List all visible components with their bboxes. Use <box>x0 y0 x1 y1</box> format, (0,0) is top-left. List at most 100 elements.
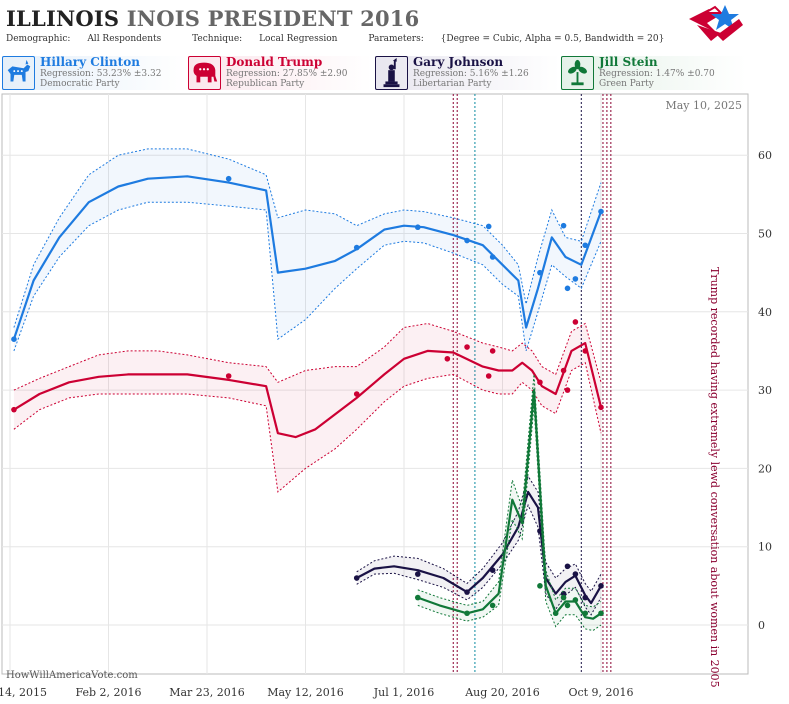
technique-value: Local Regression <box>259 34 338 44</box>
poll-point <box>582 348 589 354</box>
poll-point <box>572 319 579 325</box>
x-tick-label: May 12, 2016 <box>267 686 344 699</box>
event-annotation: Trump recorded having extremely lewd con… <box>708 267 721 688</box>
legend-item-trump: Donald Trump Regression: 27.85% ±2.90 Re… <box>188 55 373 90</box>
candidate-regression: Regression: 5.16% ±1.26 <box>413 69 529 79</box>
trend-line <box>417 389 602 620</box>
poll-point <box>353 575 360 581</box>
poll-point <box>582 594 589 601</box>
poll-point <box>464 344 470 350</box>
poll-point <box>11 336 17 343</box>
poll-point <box>564 602 571 609</box>
liberty-statue-icon <box>375 56 408 90</box>
candidate-regression: Regression: 27.85% ±2.90 <box>226 69 348 79</box>
poll-point <box>572 276 579 282</box>
confidence-band <box>356 476 601 615</box>
y-tick-label: 10 <box>758 541 772 554</box>
poll-point <box>564 387 571 393</box>
poll-point <box>444 355 451 362</box>
chart-svg: 0 10 20 30 40 50 60 Dec 14, 2015 Feb 2, 2016 Mar … <box>0 93 772 699</box>
poll-point <box>537 379 543 386</box>
elephant-icon <box>188 56 221 90</box>
confidence-lower-line <box>356 503 602 616</box>
confidence-upper-line <box>356 474 602 593</box>
y-tick-label: 50 <box>758 228 772 241</box>
poll-point <box>489 254 496 260</box>
poll-point <box>464 237 470 244</box>
poll-point <box>225 175 232 182</box>
candidate-legend: Hillary Clinton Regression: 53.23% ±3.32… <box>0 54 789 92</box>
candidate-name: Donald Trump <box>226 55 323 69</box>
poll-point <box>572 571 579 577</box>
poll-point <box>598 583 604 589</box>
candidate-party: Democratic Party <box>40 79 120 89</box>
poll-point <box>414 571 421 577</box>
poll-point <box>464 589 470 595</box>
chart-header: ILLINOIS INOIS PRESIDENT 2016 Demographi… <box>0 0 789 54</box>
candidate-regression: Regression: 53.23% ±3.32 <box>40 69 162 79</box>
candidate-regression: Regression: 1.47% ±0.70 <box>599 69 715 79</box>
confidence-lower-line <box>417 405 602 632</box>
chart-title: ILLINOIS INOIS PRESIDENT 2016 <box>6 6 419 31</box>
x-tick-label: Dec 14, 2015 <box>0 686 47 699</box>
y-tick-label: 60 <box>758 149 772 162</box>
poll-point <box>560 367 567 374</box>
poll-point <box>489 348 496 354</box>
confidence-lower-line <box>13 201 602 352</box>
poll-point <box>464 610 470 617</box>
poll-point <box>489 602 496 609</box>
poll-point <box>537 269 543 276</box>
legend-item-clinton: Hillary Clinton Regression: 53.23% ±3.32… <box>2 55 187 90</box>
y-tick-label: 40 <box>758 306 772 319</box>
trend-line <box>12 175 603 340</box>
poll-point <box>560 594 567 601</box>
x-tick-label: Feb 2, 2016 <box>75 686 141 699</box>
candidate-party: Libertarian Party <box>413 79 492 89</box>
x-tick-label: Mar 23, 2016 <box>169 686 245 699</box>
confidence-upper-line <box>13 322 602 391</box>
date-label: May 10, 2025 <box>665 99 742 112</box>
parameters-label: Parameters: <box>368 34 424 44</box>
poll-point <box>485 223 492 230</box>
parameters-value: {Degree = Cubic, Alpha = 0.5, Bandwidth … <box>440 34 665 44</box>
donkey-icon <box>2 56 35 90</box>
poll-point <box>564 563 571 570</box>
x-tick-label: Jul 1, 2016 <box>373 686 435 699</box>
confidence-band <box>13 323 601 492</box>
y-tick-label: 30 <box>758 384 772 397</box>
y-tick-label: 20 <box>758 462 772 475</box>
poll-point <box>598 404 604 411</box>
demographic-value: All Respondents <box>87 34 162 44</box>
x-tick-label: Aug 20, 2016 <box>464 686 540 699</box>
confidence-upper-line <box>417 374 602 608</box>
poll-point <box>582 242 589 249</box>
candidate-name: Jill Stein <box>599 55 658 69</box>
plant-icon <box>561 56 594 90</box>
poll-point <box>572 597 579 603</box>
poll-point <box>353 244 360 251</box>
poll-point <box>414 594 421 601</box>
poll-point <box>11 406 17 413</box>
candidate-party: Republican Party <box>226 79 305 89</box>
candidate-name: Gary Johnson <box>413 55 504 69</box>
candidate-name: Hillary Clinton <box>40 55 140 69</box>
poll-point <box>552 610 559 617</box>
x-tick-label: Oct 9, 2016 <box>568 686 633 699</box>
poll-point <box>537 583 543 589</box>
poll-point <box>485 373 492 379</box>
poll-point <box>560 222 567 229</box>
poll-point <box>225 373 232 379</box>
poll-point <box>489 567 496 573</box>
legend-item-johnson: Gary Johnson Regression: 5.16% ±1.26 Lib… <box>375 55 560 90</box>
poll-point <box>598 610 604 617</box>
y-tick-label: 0 <box>758 619 765 632</box>
demographic-label: Demographic: <box>6 34 71 44</box>
title-race: INOIS PRESIDENT 2016 <box>126 6 420 31</box>
confidence-lower-line <box>13 361 602 493</box>
poll-point <box>582 610 589 617</box>
technique-label: Technique: <box>192 34 243 44</box>
poll-point <box>564 285 571 292</box>
chart-parameters: Demographic: All Respondents Technique: … <box>6 34 692 44</box>
watermark: HowWillAmericaVote.com <box>6 670 138 681</box>
legend-item-stein: Jill Stein Regression: 1.47% ±0.70 Green… <box>561 55 746 90</box>
